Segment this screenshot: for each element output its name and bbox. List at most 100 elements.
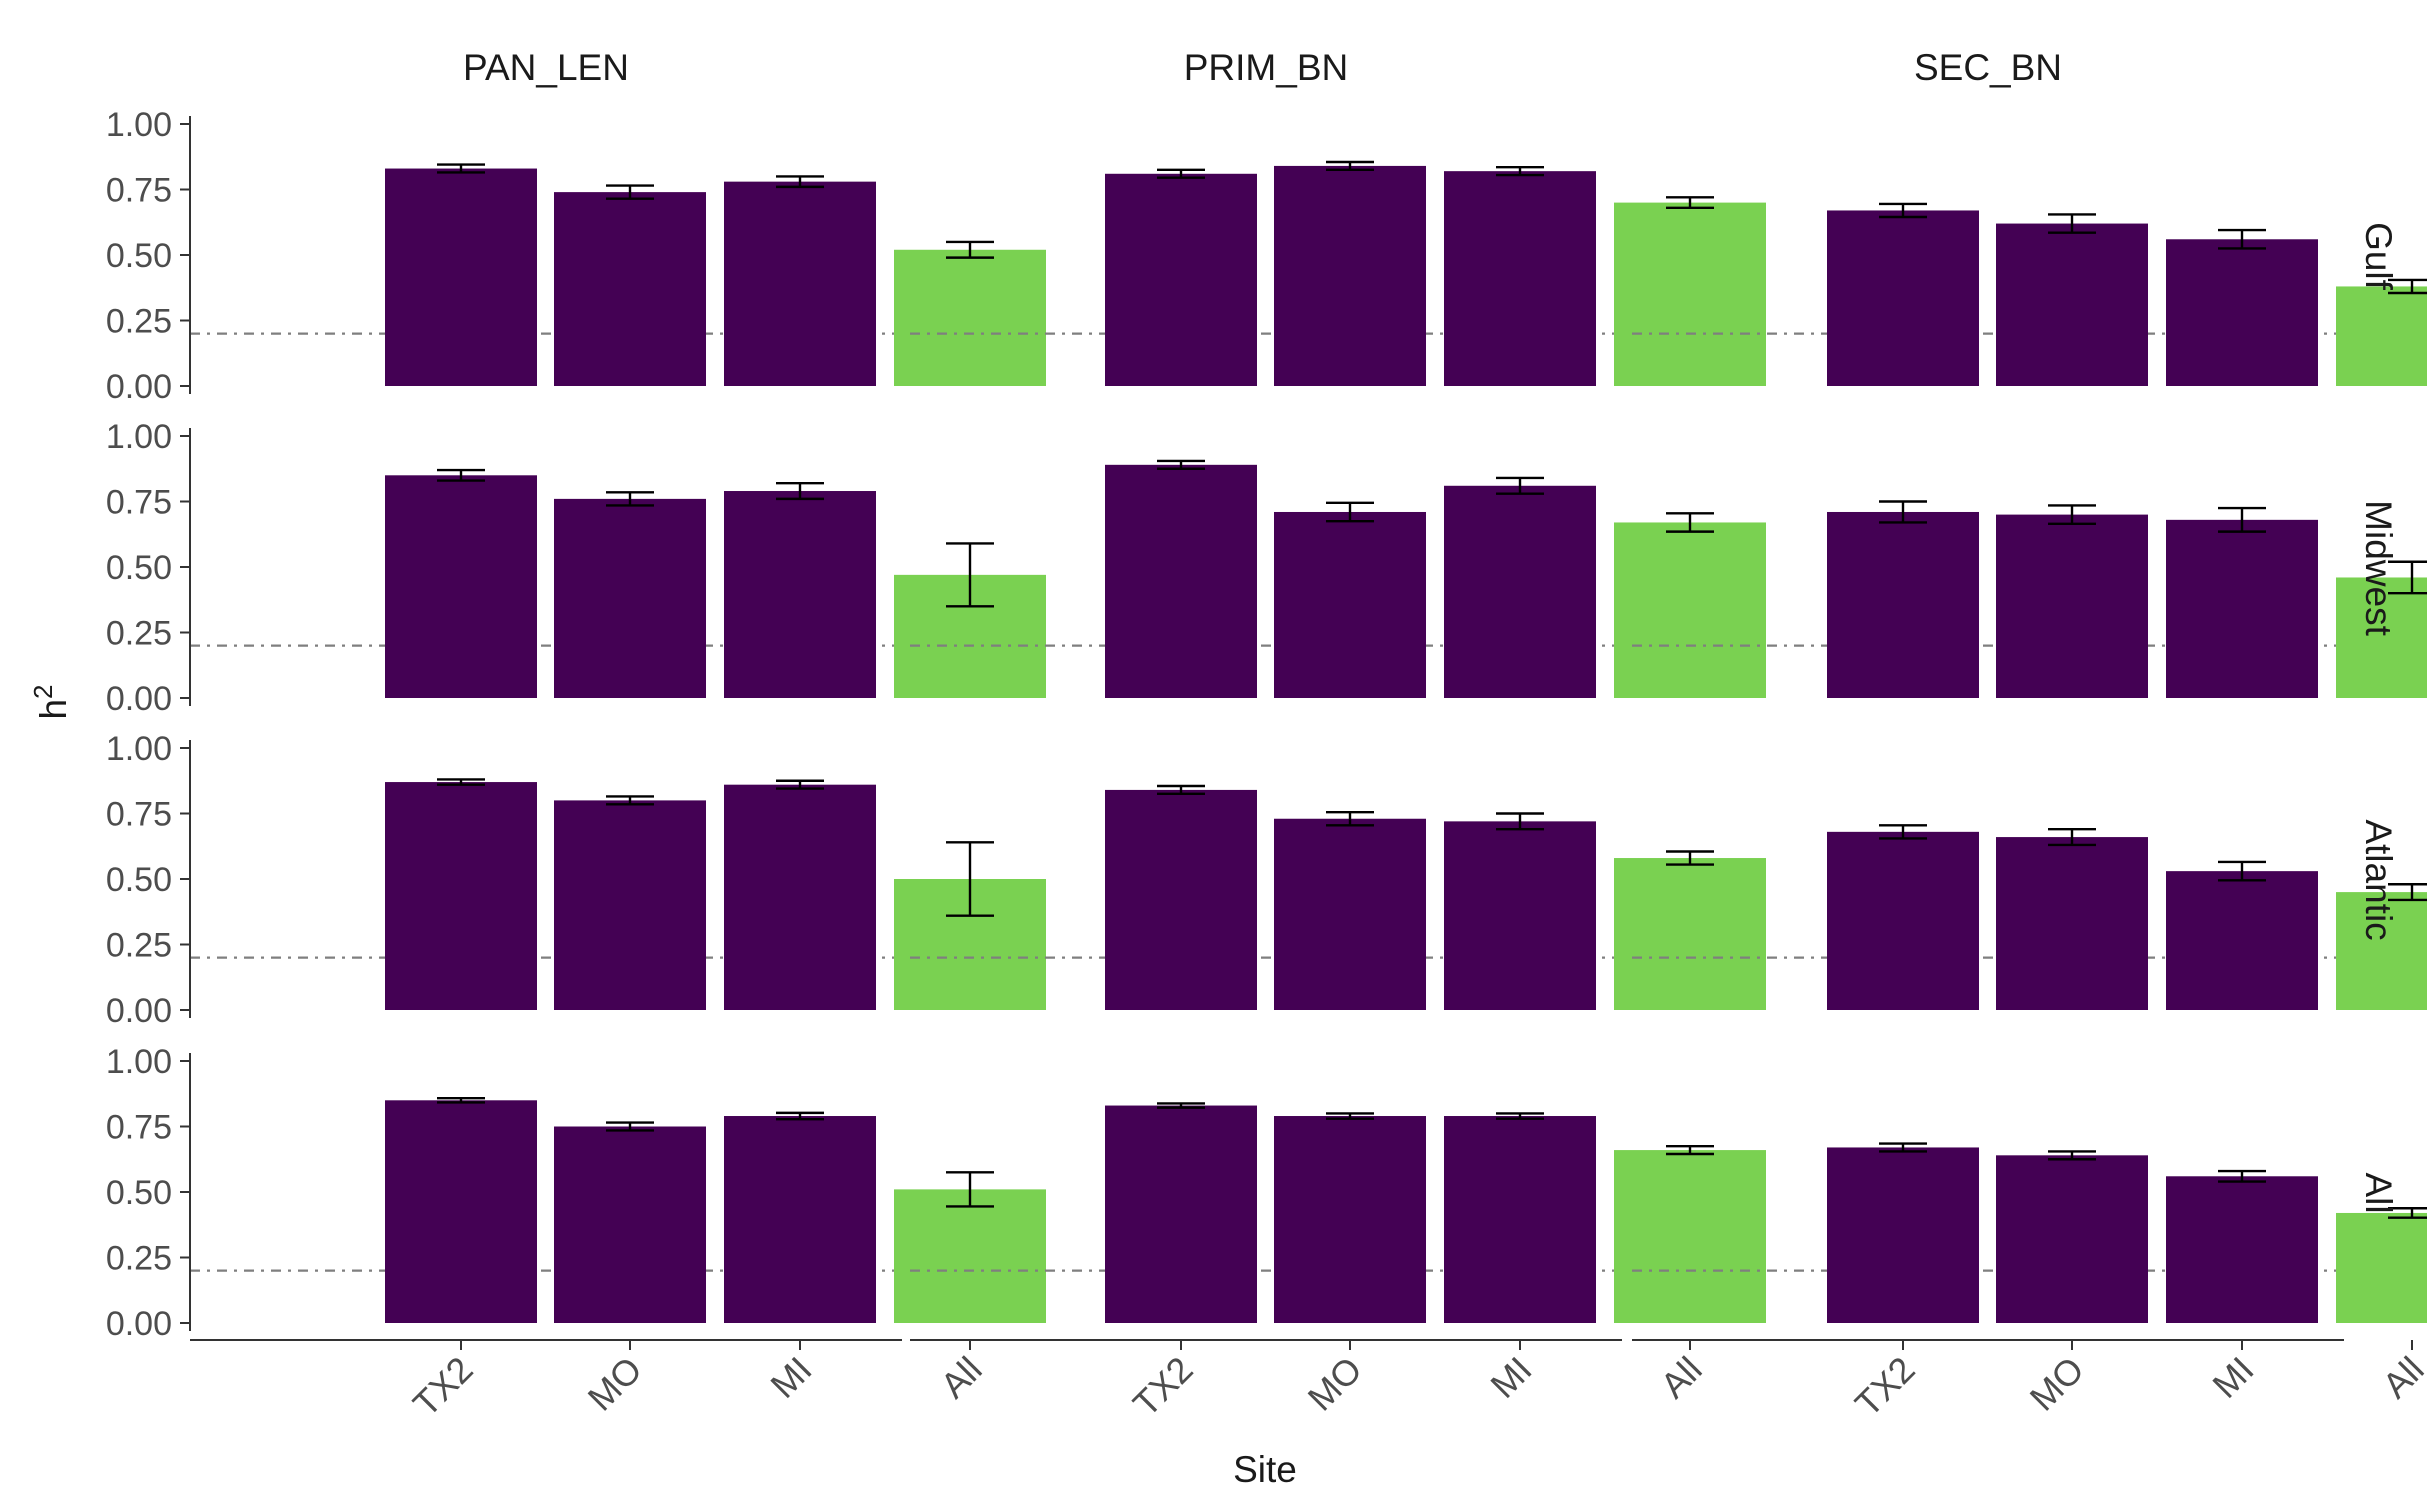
bar-mi [1444, 171, 1596, 386]
x-tick-label-mi: MI [762, 1349, 819, 1406]
bar-tx2 [1105, 1105, 1257, 1323]
x-axis-prim-bn: TX2 MO MI All [910, 1339, 1710, 1424]
bar-tx2 [1827, 511, 1979, 698]
error-bar-tx2 [437, 163, 485, 174]
error-bar-mi [776, 1111, 824, 1121]
error-bar-mi [776, 779, 824, 790]
error-bar-all [2388, 1207, 2427, 1219]
y-tick-label: 1.00 [106, 730, 172, 768]
panel-atlantic-prim-bn [910, 784, 1766, 1010]
bar-mi [724, 491, 876, 698]
x-tick-label-mo: MO [1300, 1349, 1370, 1419]
error-bar-all [946, 1171, 994, 1208]
error-bar-mo [1326, 160, 1374, 172]
x-axis-title: Site [1233, 1449, 1297, 1490]
error-bar-all [2388, 883, 2427, 902]
panel-midwest-prim-bn [910, 459, 1766, 698]
y-tick-label: 1.00 [106, 106, 172, 144]
error-bar-all [1666, 196, 1714, 210]
y-tick-label: 0.75 [106, 1109, 172, 1147]
error-bar-mo [606, 491, 654, 507]
bar-tx2 [385, 1100, 537, 1323]
error-bar-mi [2218, 228, 2266, 250]
x-axis-sec-bn: TX2 MO MI All [1632, 1339, 2427, 1425]
bar-mi [724, 784, 876, 1010]
y-axis-all: 0.00 0.25 0.50 0.75 1.00 [106, 1043, 191, 1343]
panel-gulf-pan-len [190, 163, 1046, 386]
error-bar-tx2 [1879, 500, 1927, 524]
error-bar-all [2388, 278, 2427, 295]
bar-mi [2166, 1176, 2318, 1323]
y-tick-label: 1.00 [106, 1043, 172, 1081]
error-bar-tx2 [1157, 168, 1205, 179]
bar-mo [1996, 514, 2148, 698]
panel-gulf-prim-bn [910, 160, 1766, 386]
y-tick-label: 0.00 [106, 992, 172, 1030]
y-tick-label: 0.50 [106, 861, 172, 899]
x-tick-label-tx2: TX2 [1847, 1349, 1923, 1425]
panel-all-pan-len [190, 1097, 1046, 1323]
y-axis-title-main: h [33, 699, 74, 720]
error-bar-tx2 [1157, 459, 1205, 470]
bar-mi [2166, 519, 2318, 698]
error-bar-all [1666, 1144, 1714, 1156]
error-bar-all [1666, 512, 1714, 533]
bar-mi [724, 1116, 876, 1323]
error-bar-mi [2218, 860, 2266, 882]
bar-mi [1444, 1116, 1596, 1323]
error-bar-mi [2218, 506, 2266, 533]
bar-mo [554, 800, 706, 1010]
x-tick-label-all: All [2374, 1349, 2427, 1406]
y-tick-label: 0.50 [106, 549, 172, 587]
y-tick-label: 0.25 [106, 303, 172, 341]
error-bar-mi [1496, 166, 1544, 177]
bar-mo [1274, 511, 1426, 698]
y-tick-label: 1.00 [106, 418, 172, 456]
bar-tx2 [1105, 789, 1257, 1010]
bar-all [1614, 1150, 1766, 1323]
panel-atlantic-sec-bn [1632, 824, 2427, 1010]
panel-atlantic-pan-len [190, 778, 1046, 1010]
x-tick-label-mi: MI [1482, 1349, 1539, 1406]
bar-tx2 [1827, 1147, 1979, 1323]
row-strip-gulf: Gulf [2358, 222, 2399, 291]
bar-mo [1996, 223, 2148, 386]
error-bar-mi [776, 175, 824, 189]
row-strip-atlantic: Atlantic [2358, 819, 2399, 940]
y-tick-label: 0.50 [106, 1174, 172, 1212]
error-bar-tx2 [437, 778, 485, 786]
bar-tx2 [385, 475, 537, 698]
y-axis-title: h2 [28, 684, 74, 719]
y-axis-gulf: 0.00 0.25 0.50 0.75 1.00 [106, 106, 191, 406]
error-bar-mi [1496, 812, 1544, 831]
bar-mo [554, 192, 706, 386]
row-strip-all: All [2358, 1172, 2399, 1213]
bar-tx2 [385, 782, 537, 1010]
bar-mo [554, 1126, 706, 1323]
bar-all [894, 1189, 1046, 1323]
error-bar-mo [2048, 828, 2096, 847]
bar-all [2336, 286, 2427, 386]
bar-mi [1444, 485, 1596, 698]
bar-all [2336, 577, 2427, 698]
panel-all-sec-bn [1632, 1142, 2427, 1323]
error-bar-all [946, 542, 994, 608]
panel-all-prim-bn [910, 1102, 1766, 1323]
y-tick-label: 0.00 [106, 680, 172, 718]
column-strip-pan-len: PAN_LEN [463, 47, 629, 88]
y-axis-midwest: 0.00 0.25 0.50 0.75 1.00 [106, 418, 191, 718]
error-bar-mo [606, 184, 654, 200]
bar-mi [2166, 871, 2318, 1010]
error-bar-tx2 [1879, 1142, 1927, 1153]
error-bar-tx2 [1157, 1102, 1205, 1109]
x-tick-label-all: All [1652, 1349, 1709, 1406]
error-bar-all [946, 240, 994, 259]
bar-mo [1274, 818, 1426, 1010]
error-bar-mo [606, 1121, 654, 1132]
y-tick-label: 0.25 [106, 1240, 172, 1278]
error-bar-tx2 [1157, 784, 1205, 796]
bar-mo [554, 498, 706, 698]
x-tick-label-mo: MO [580, 1349, 650, 1419]
error-bar-mo [1326, 810, 1374, 827]
column-strip-prim-bn: PRIM_BN [1184, 47, 1348, 88]
